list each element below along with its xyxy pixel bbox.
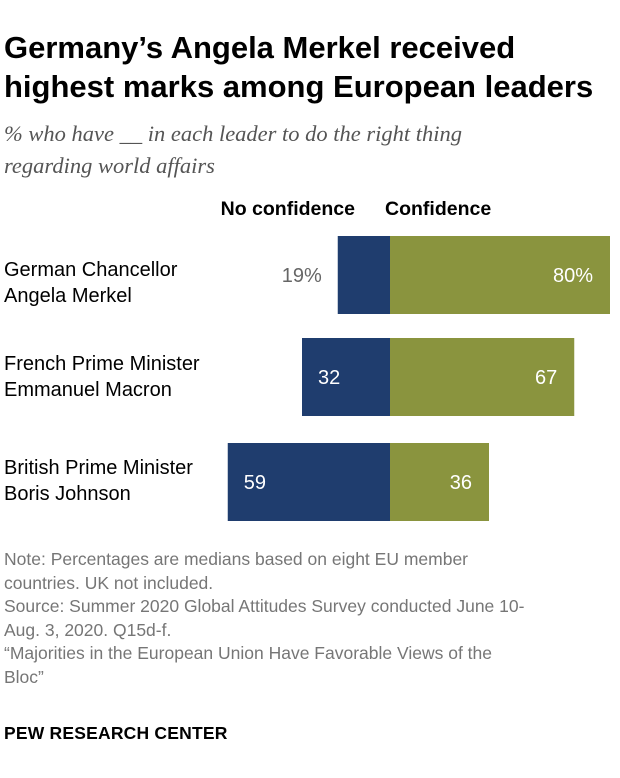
data-label-no-confidence: 19% xyxy=(282,265,322,287)
bar-confidence xyxy=(390,338,575,416)
category-label-merkel: German Chancellor Angela Merkel xyxy=(4,257,234,309)
chart-subtitle-line-1: % who have __ in each leader to do the r… xyxy=(4,121,463,146)
data-label-no-confidence: 59 xyxy=(244,472,266,494)
chart-title-line-1: Germany’s Angela Merkel received xyxy=(4,30,516,65)
diverging-bar-chart: 19% 80% 32 67 59 36 xyxy=(227,236,610,521)
data-label-confidence: 36 xyxy=(450,472,472,494)
report-title-line: “Majorities in the European Union Have F… xyxy=(4,643,492,663)
chart-title-line-2: highest marks among European leaders xyxy=(4,69,594,104)
source-line: Aug. 3, 2020. Q15d-f. xyxy=(4,619,172,640)
bar-confidence xyxy=(390,236,610,314)
category-label-line: French Prime Minister xyxy=(4,353,200,375)
category-label-line: German Chancellor xyxy=(4,259,178,281)
category-label-line: Emmanuel Macron xyxy=(4,379,172,401)
chart-subtitle: % who have __ in each leader to do the r… xyxy=(4,118,616,182)
bar-no-confidence xyxy=(302,338,390,416)
category-label-line: British Prime Minister xyxy=(4,457,193,479)
notes-block: Note: Percentages are medians based on e… xyxy=(4,548,616,689)
note-line: countries. UK not included. xyxy=(4,572,214,593)
data-label-no-confidence: 32 xyxy=(318,367,340,389)
pew-logo: PEW RESEARCH CENTER xyxy=(4,723,228,743)
note-line: Note: Percentages are medians based on e… xyxy=(4,549,469,569)
legend-no-confidence: No confidence xyxy=(220,198,355,220)
category-label-johnson: British Prime Minister Boris Johnson xyxy=(4,455,234,507)
chart-subtitle-line-2: regarding world affairs xyxy=(4,153,215,178)
data-label-confidence: 67 xyxy=(535,367,557,389)
bar-no-confidence xyxy=(227,443,390,521)
source-line: Source: Summer 2020 Global Attitudes Sur… xyxy=(4,596,525,616)
bar-no-confidence xyxy=(337,236,390,314)
legend-confidence: Confidence xyxy=(385,198,492,220)
category-label-line: Angela Merkel xyxy=(4,285,132,307)
data-label-confidence: 80% xyxy=(553,265,593,287)
report-title-line: Bloc” xyxy=(4,666,44,687)
category-label-macron: French Prime Minister Emmanuel Macron xyxy=(4,351,234,403)
bar-confidence xyxy=(390,443,489,521)
chart-title: Germany’s Angela Merkel received highest… xyxy=(4,28,616,106)
category-label-line: Boris Johnson xyxy=(4,483,131,505)
